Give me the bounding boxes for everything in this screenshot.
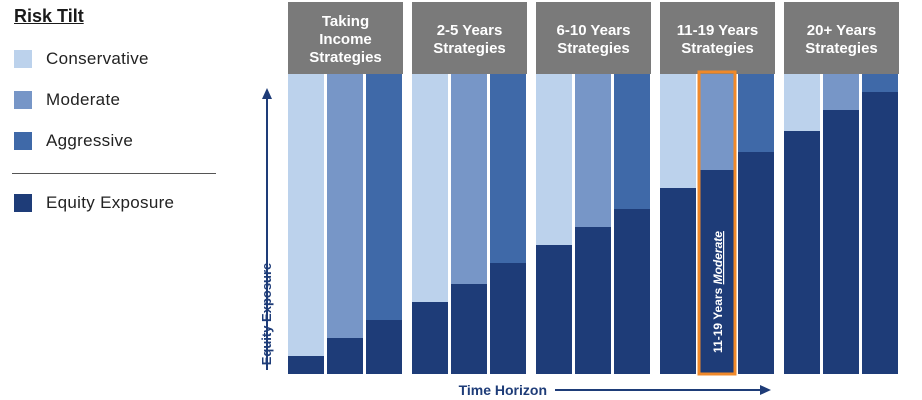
- bar-equity-exposure: [451, 284, 487, 374]
- column-header-label: Strategies: [681, 40, 754, 57]
- highlight-frame: [697, 70, 737, 376]
- legend-label-conservative: Conservative: [46, 49, 149, 68]
- legend-item-moderate: Moderate: [14, 89, 120, 111]
- bar-risk-tilt-conservative: [288, 74, 324, 374]
- bar-equity-exposure: [862, 92, 898, 374]
- bar-equity-exposure: [288, 356, 324, 374]
- bar-equity-exposure: [614, 209, 650, 374]
- column-header-bg: [784, 2, 899, 74]
- y-axis-label: Equity Exposure: [259, 263, 274, 366]
- column-header-label: Strategies: [309, 49, 382, 66]
- column-header-label: 6-10 Years: [557, 22, 631, 39]
- highlight-label-main: 11-19 Years: [711, 284, 725, 353]
- column-header-bg: [660, 2, 775, 74]
- swatch-aggressive: [14, 132, 32, 150]
- bar-equity-exposure: [823, 110, 859, 374]
- legend-label-moderate: Moderate: [46, 90, 121, 109]
- bar-equity-exposure: [575, 227, 611, 374]
- column-header-bg: [536, 2, 651, 74]
- legend-item-conservative: Conservative: [14, 48, 149, 70]
- column-header-label: Strategies: [557, 40, 630, 57]
- column-header-label: 2-5 Years: [437, 22, 503, 39]
- bar-equity-exposure: [660, 188, 696, 374]
- legend-item-equity-exposure: Equity Exposure: [14, 192, 174, 214]
- column-header-label: Strategies: [805, 40, 878, 57]
- column-header-bg: [412, 2, 527, 74]
- swatch-conservative: [14, 50, 32, 68]
- legend-title: Risk Tilt: [14, 6, 84, 26]
- column-header-label: Taking: [322, 13, 369, 30]
- bar-equity-exposure: [738, 152, 774, 374]
- bar-equity-exposure: [327, 338, 363, 374]
- bar-equity-exposure: [366, 320, 402, 374]
- swatch-equity-exposure: [14, 194, 32, 212]
- legend-divider: [12, 173, 216, 174]
- column-header-label: 11-19 Years: [677, 22, 758, 39]
- legend-label-equity-exposure: Equity Exposure: [46, 193, 175, 212]
- y-axis-arrowhead: [262, 88, 272, 99]
- swatch-moderate: [14, 91, 32, 109]
- bar-equity-exposure: [784, 131, 820, 374]
- x-axis-label: Time Horizon: [459, 382, 547, 398]
- bar-equity-exposure: [699, 170, 735, 374]
- x-axis-arrowhead: [760, 385, 771, 395]
- bar-risk-tilt-moderate: [327, 74, 363, 374]
- legend-label-aggressive: Aggressive: [46, 131, 134, 150]
- column-header-label: Strategies: [433, 40, 506, 57]
- highlight-label-emphasis: Moderate: [711, 231, 725, 285]
- column-header-label: 20+ Years: [807, 22, 876, 39]
- column-header-label: Income: [319, 31, 372, 48]
- column-header-bg: [288, 2, 403, 74]
- bar-equity-exposure: [490, 263, 526, 374]
- legend-item-aggressive: Aggressive: [14, 130, 133, 152]
- bar-equity-exposure: [412, 302, 448, 374]
- highlight-label: 11-19 Years Moderate: [711, 231, 725, 353]
- bar-equity-exposure: [536, 245, 572, 374]
